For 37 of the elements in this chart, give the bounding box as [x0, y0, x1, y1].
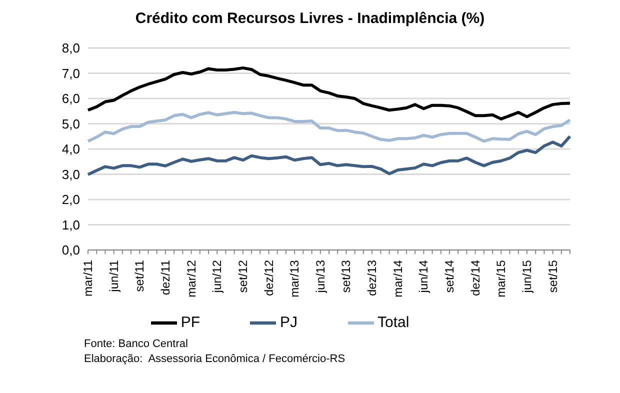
y-tick-label: 7,0: [62, 66, 80, 81]
line-series: [86, 110, 572, 143]
x-tick-label: dez/13: [365, 260, 380, 296]
legend-label: PF: [180, 314, 200, 331]
y-tick-label: 6,0: [62, 91, 80, 106]
x-tick-label: dez/14: [468, 260, 482, 296]
x-tick-label: jun/14: [416, 260, 431, 294]
line-series: [86, 134, 572, 176]
x-tick-label: dez/12: [262, 260, 276, 296]
x-tick-label: set/13: [339, 260, 354, 293]
x-tick-label: mar/11: [81, 260, 95, 296]
chart-title: Crédito com Recursos Livres - Inadimplência (%): [134, 10, 486, 27]
text: Elaboração: Assessoria Econômica / Fecomércio-RS: [84, 353, 346, 365]
y-tick-label: 1,0: [62, 217, 80, 232]
y-tick-label: 0,0: [62, 242, 80, 258]
y-tick-label: 8,0: [62, 40, 80, 56]
x-tick-label: set/11: [132, 260, 147, 292]
x-tick-label: set/12: [236, 260, 250, 293]
x-tick-label: jun/13: [313, 260, 328, 294]
x-tick-label: jun/15: [520, 260, 534, 294]
y-tick-label: 3,0: [62, 166, 80, 182]
source-note: Fonte: Banco Central: [84, 338, 188, 350]
x-tick-label: set/15: [546, 260, 560, 293]
y-tick-label: 2,0: [62, 192, 80, 208]
legend-label: Total: [378, 314, 410, 331]
x-tick-label: dez/11: [158, 260, 172, 296]
x-tick-label: jun/12: [210, 260, 224, 294]
legend-label: PJ: [280, 314, 298, 331]
x-tick-label: jun/11: [106, 260, 121, 293]
y-tick-label: 4,0: [62, 142, 80, 157]
line-series: [86, 66, 572, 120]
x-tick-label: mar/12: [184, 260, 198, 298]
x-tick-label: set/14: [442, 260, 456, 293]
x-tick-label: mar/14: [390, 260, 405, 298]
y-tick-label: 5,0: [62, 116, 80, 132]
x-tick-label: mar/13: [288, 260, 302, 298]
x-tick-label: mar/15: [494, 260, 508, 298]
